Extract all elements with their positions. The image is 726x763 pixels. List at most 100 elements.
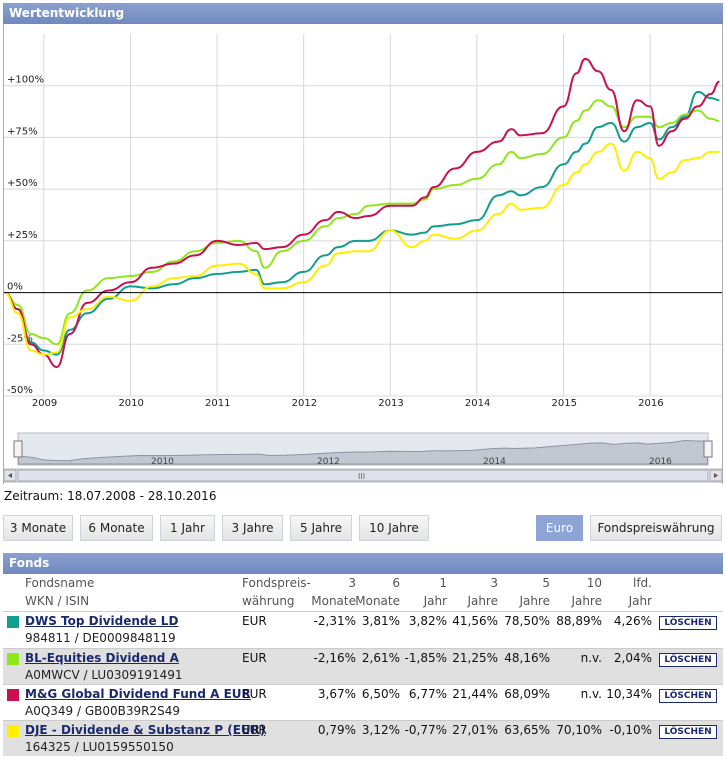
fund-name-link[interactable]: M&G Global Dividend Fund A EUR xyxy=(25,687,251,701)
col-header-currency: währung xyxy=(242,594,295,608)
cell-5y: 68,09% xyxy=(504,687,550,701)
fund-name-link[interactable]: BL-Equities Dividend A xyxy=(25,651,179,665)
period-label: Zeitraum: 18.07.2008 - 28.10.2016 xyxy=(4,489,217,503)
navigator-year-label: 2010 xyxy=(151,457,174,467)
cell-1y: 6,77% xyxy=(408,687,447,701)
cell-3m: -2,16% xyxy=(313,651,356,665)
fund-id: A0Q349 / GB00B39R2S49 xyxy=(25,704,181,718)
y-tick-label: -50% xyxy=(7,385,33,396)
x-tick-label: 2010 xyxy=(118,398,143,409)
range-6-months-button[interactable]: 6 Monate xyxy=(80,515,153,541)
fund-currency: EUR xyxy=(242,651,267,665)
fund-color-swatch xyxy=(7,725,19,737)
col-header-ytd: lfd. xyxy=(633,576,652,590)
cell-6m: 2,61% xyxy=(361,651,400,665)
cell-1y: -1,85% xyxy=(404,651,447,665)
navigator-year-label: 2016 xyxy=(649,457,672,467)
col-header-currency: Fondspreis- xyxy=(242,576,311,590)
navigator-left-handle[interactable] xyxy=(13,440,23,458)
navigator-area xyxy=(17,439,709,465)
cell-ytd: 2,04% xyxy=(613,651,652,665)
fund-name-link[interactable]: DWS Top Dividende LD xyxy=(25,614,179,628)
fund-table: Fondsname WKN / ISIN Fondspreis- währung… xyxy=(3,574,723,756)
fund-row: DJE - Dividende & Substanz P (EUR) 164325… xyxy=(3,720,723,756)
cell-5y: 78,50% xyxy=(504,614,550,628)
series-line-1 xyxy=(4,99,720,346)
range-10-years-button[interactable]: 10 Jahre xyxy=(359,515,429,541)
x-tick-label: 2011 xyxy=(205,398,230,409)
col-header-3y: Jahre xyxy=(467,594,498,608)
navigator-year-label: 2014 xyxy=(483,457,506,467)
col-header-5y: Jahre xyxy=(519,594,550,608)
range-5-years-button[interactable]: 5 Jahre xyxy=(290,515,352,541)
scroll-thumb[interactable] xyxy=(17,469,709,482)
performance-panel-header: Wertentwicklung xyxy=(3,3,723,24)
cell-3y: 27,01% xyxy=(452,723,498,737)
cell-5y: 48,16% xyxy=(504,651,550,665)
range-3-months-button[interactable]: 3 Monate xyxy=(3,515,73,541)
x-tick-label: 2012 xyxy=(292,398,317,409)
funds-panel-header: Fonds xyxy=(3,553,723,574)
y-tick-label: +100% xyxy=(7,75,44,86)
chart-navigator[interactable]: 2010 2012 2014 2016 III xyxy=(3,432,723,483)
scroll-grip: III xyxy=(358,472,365,481)
chevron-right-icon xyxy=(714,473,718,478)
col-header-3m: 3 xyxy=(348,576,356,590)
y-tick-label: +25% xyxy=(7,230,38,241)
col-header-10y: 10 xyxy=(586,576,602,590)
fund-id: 164325 / LU0159550150 xyxy=(25,740,174,754)
col-header-1y: 1 xyxy=(439,576,447,590)
chevron-left-icon xyxy=(8,473,12,478)
performance-chart: +100% +75% +50% +25% 0% -25% -50% 2009 2010 2011… xyxy=(3,24,723,484)
fund-row: DWS Top Dividende LD 984811 / DE000984811… xyxy=(3,612,723,648)
y-tick-label: 0% xyxy=(7,282,23,293)
cell-3y: 21,44% xyxy=(452,687,498,701)
delete-fund-button[interactable]: LÖSCHEN xyxy=(659,616,717,630)
currency-euro-button[interactable]: Euro xyxy=(536,515,583,541)
col-header-ytd: Jahr xyxy=(628,594,652,608)
x-tick-label: 2014 xyxy=(465,398,490,409)
delete-fund-button[interactable]: LÖSCHEN xyxy=(659,689,717,703)
chart-svg: +100% +75% +50% +25% 0% -25% -50% 2009 2010 2011… xyxy=(3,24,723,484)
fund-color-swatch xyxy=(7,616,19,628)
fund-id: A0MWCV / LU0309191491 xyxy=(25,668,183,682)
fund-currency: EUR xyxy=(242,723,267,737)
fund-color-swatch xyxy=(7,653,19,665)
cell-ytd: -0,10% xyxy=(609,723,652,737)
delete-fund-button[interactable]: LÖSCHEN xyxy=(659,653,717,667)
x-tick-label: 2015 xyxy=(552,398,577,409)
series-line-3 xyxy=(4,142,720,356)
x-tick-label: 2016 xyxy=(638,398,663,409)
delete-fund-button[interactable]: LÖSCHEN xyxy=(659,725,717,739)
cell-6m: 6,50% xyxy=(361,687,400,701)
cell-ytd: 10,34% xyxy=(606,687,652,701)
x-tick-label: 2009 xyxy=(32,398,57,409)
cell-6m: 3,12% xyxy=(361,723,400,737)
fund-currency: EUR xyxy=(242,687,267,701)
fund-name-link[interactable]: DJE - Dividende & Substanz P (EUR) xyxy=(25,723,266,737)
cell-1y: 3,82% xyxy=(408,614,447,628)
cell-3m: -2,31% xyxy=(313,614,356,628)
navigator-year-label: 2012 xyxy=(317,457,340,467)
y-tick-label: +50% xyxy=(7,178,38,189)
cell-6m: 3,81% xyxy=(361,614,400,628)
y-tick-label: -25% xyxy=(7,333,33,344)
col-header-3m: Monate xyxy=(311,594,356,608)
col-header-name: Fondsname xyxy=(25,576,95,590)
currency-fund-button[interactable]: Fondspreiswährung xyxy=(590,515,722,541)
table-header: Fondsname WKN / ISIN Fondspreis- währung… xyxy=(3,574,723,612)
navigator-right-handle[interactable] xyxy=(703,440,713,458)
cell-5y: 63,65% xyxy=(504,723,550,737)
col-header-1y: Jahr xyxy=(423,594,447,608)
col-header-10y: Jahre xyxy=(571,594,602,608)
range-1-year-button[interactable]: 1 Jahr xyxy=(160,515,215,541)
range-3-years-button[interactable]: 3 Jahre xyxy=(222,515,283,541)
fund-row: M&G Global Dividend Fund A EUR A0Q349 / G… xyxy=(3,684,723,720)
cell-10y: 88,89% xyxy=(556,614,602,628)
col-header-isin: WKN / ISIN xyxy=(25,594,90,608)
cell-1y: -0,77% xyxy=(404,723,447,737)
cell-10y: n.v. xyxy=(580,687,602,701)
col-header-5y: 5 xyxy=(542,576,550,590)
cell-3y: 41,56% xyxy=(452,614,498,628)
col-header-6m: Monate xyxy=(355,594,400,608)
